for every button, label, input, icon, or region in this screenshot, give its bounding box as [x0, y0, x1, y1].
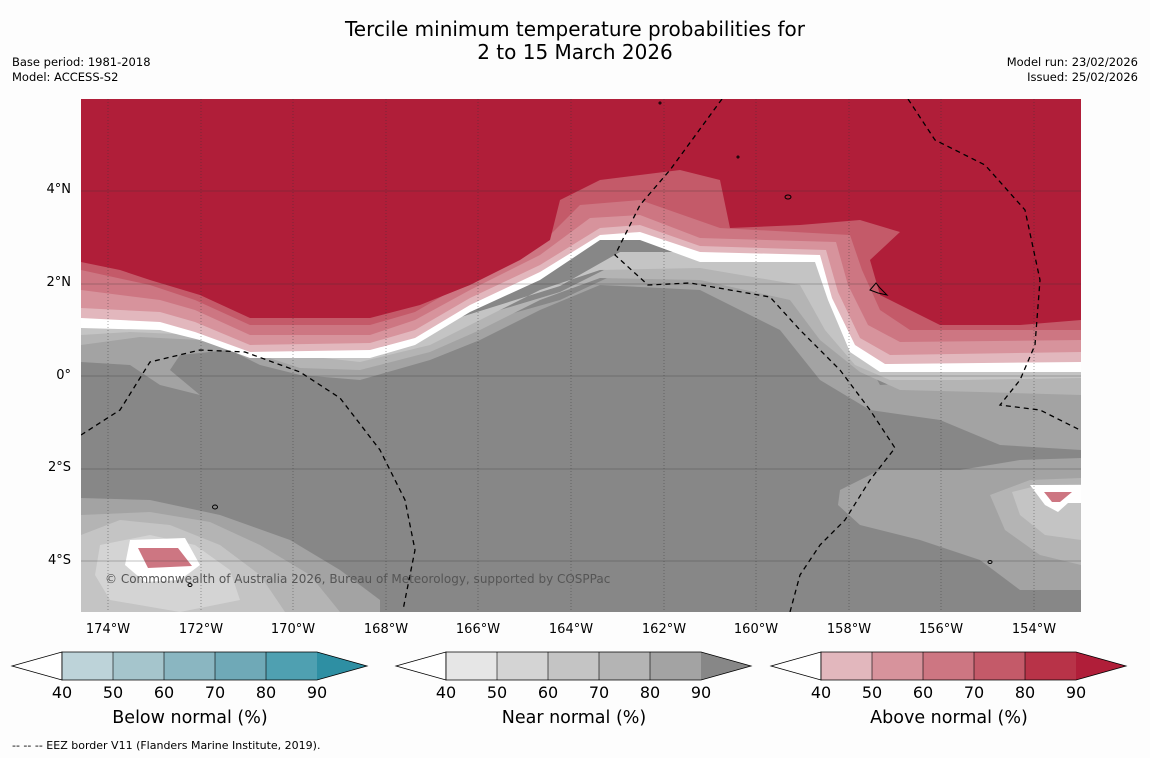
below-normal-lower-arrow: [10, 651, 63, 681]
above-normal-tick-70: 70: [963, 683, 985, 702]
colorbar-below-normal: [10, 651, 369, 681]
near-normal-swatch-4: [599, 652, 650, 680]
lon-label-172w: 172°W: [178, 622, 224, 637]
colorbar-near-normal: [394, 651, 753, 681]
meta-left: Base period: 1981-2018 Model: ACCESS-S2: [12, 55, 151, 85]
below-normal-upper-arrow: [317, 652, 367, 680]
below-normal-swatch-3: [164, 652, 215, 680]
below-normal-tick-50: 50: [102, 683, 124, 702]
above-normal-90-core: [81, 99, 1081, 325]
above-normal-tick-40: 40: [810, 683, 832, 702]
near-normal-swatch-3: [548, 652, 599, 680]
lon-label-166w: 166°W: [455, 622, 501, 637]
near-normal-tick-60: 60: [537, 683, 559, 702]
lat-label-2s: 2°S: [47, 460, 71, 475]
below-normal-title: Below normal (%): [112, 708, 268, 728]
issued-label: Issued: 25/02/2026: [1027, 70, 1138, 84]
above-normal-tick-90: 90: [1065, 683, 1087, 702]
below-normal-tick-40: 40: [51, 683, 73, 702]
base-period-label: Base period: 1981-2018: [12, 55, 151, 69]
above-normal-tick-80: 80: [1014, 683, 1036, 702]
copyright-notice: © Commonwealth of Australia 2026, Bureau…: [105, 572, 611, 586]
near-normal-tick-40: 40: [435, 683, 457, 702]
lat-label-4s: 4°S: [47, 553, 71, 568]
above-normal-title: Above normal (%): [870, 708, 1028, 728]
below-normal-swatch-1: [62, 652, 113, 680]
islands: [187, 101, 993, 587]
above-normal-swatch-5: [1025, 652, 1076, 680]
lon-label-170w: 170°W: [270, 622, 316, 637]
above-normal-upper-arrow: [1076, 652, 1126, 680]
below-normal-swatch-2: [113, 652, 164, 680]
lon-label-160w: 160°W: [733, 622, 779, 637]
above-normal-tick-50: 50: [861, 683, 883, 702]
below-normal-swatch-5: [266, 652, 317, 680]
model-label: Model: ACCESS-S2: [12, 70, 119, 84]
lon-label-174w: 174°W: [85, 622, 131, 637]
title-line-1: Tercile minimum temperature probabilitie…: [344, 17, 806, 41]
lat-label-2n: 2°N: [46, 275, 72, 290]
model-run-label: Model run: 23/02/2026: [1006, 55, 1138, 69]
near-normal-tick-80: 80: [639, 683, 661, 702]
above-normal-swatch-2: [872, 652, 923, 680]
colorbar-above-normal: [769, 651, 1128, 681]
lon-label-154w: 154°W: [1011, 622, 1057, 637]
se-above-normal-patch: [1044, 492, 1072, 502]
near-normal-lower-arrow: [394, 651, 447, 681]
near-normal-tick-50: 50: [486, 683, 508, 702]
lat-label-0: 0°: [56, 368, 71, 383]
below-normal-tick-70: 70: [204, 683, 226, 702]
above-normal-tick-60: 60: [912, 683, 934, 702]
near-normal-swatch-5: [650, 652, 701, 680]
above-normal-swatch-4: [974, 652, 1025, 680]
near-normal-title: Near normal (%): [501, 708, 647, 728]
below-normal-tick-90: 90: [306, 683, 328, 702]
below-normal-swatch-4: [215, 652, 266, 680]
eez-legend-footer: -- -- -- EEZ border V11 (Flanders Marine…: [12, 739, 321, 752]
near-normal-swatch-1: [446, 652, 497, 680]
sw-above-normal-patch: [138, 548, 192, 568]
grid-lines-lat: [81, 190, 1081, 562]
map-title: Tercile minimum temperature probabilitie…: [0, 18, 1150, 64]
lon-label-162w: 162°W: [641, 622, 687, 637]
lon-label-158w: 158°W: [826, 622, 872, 637]
meta-right: Model run: 23/02/2026 Issued: 25/02/2026: [1007, 55, 1138, 85]
below-normal-tick-80: 80: [255, 683, 277, 702]
lon-label-164w: 164°W: [548, 622, 594, 637]
lat-label-4n: 4°N: [46, 182, 72, 197]
title-line-2: 2 to 15 March 2026: [477, 40, 673, 64]
near-normal-swatch-2: [497, 652, 548, 680]
near-normal-tick-70: 70: [588, 683, 610, 702]
near-normal-upper-arrow: [701, 652, 751, 680]
lon-label-156w: 156°W: [918, 622, 964, 637]
eez-borders: [81, 99, 1081, 612]
below-normal-tick-60: 60: [153, 683, 175, 702]
near-normal-tick-90: 90: [690, 683, 712, 702]
above-normal-lower-arrow: [769, 651, 822, 681]
lon-label-168w: 168°W: [363, 622, 409, 637]
above-normal-swatch-3: [923, 652, 974, 680]
above-normal-swatch-1: [821, 652, 872, 680]
